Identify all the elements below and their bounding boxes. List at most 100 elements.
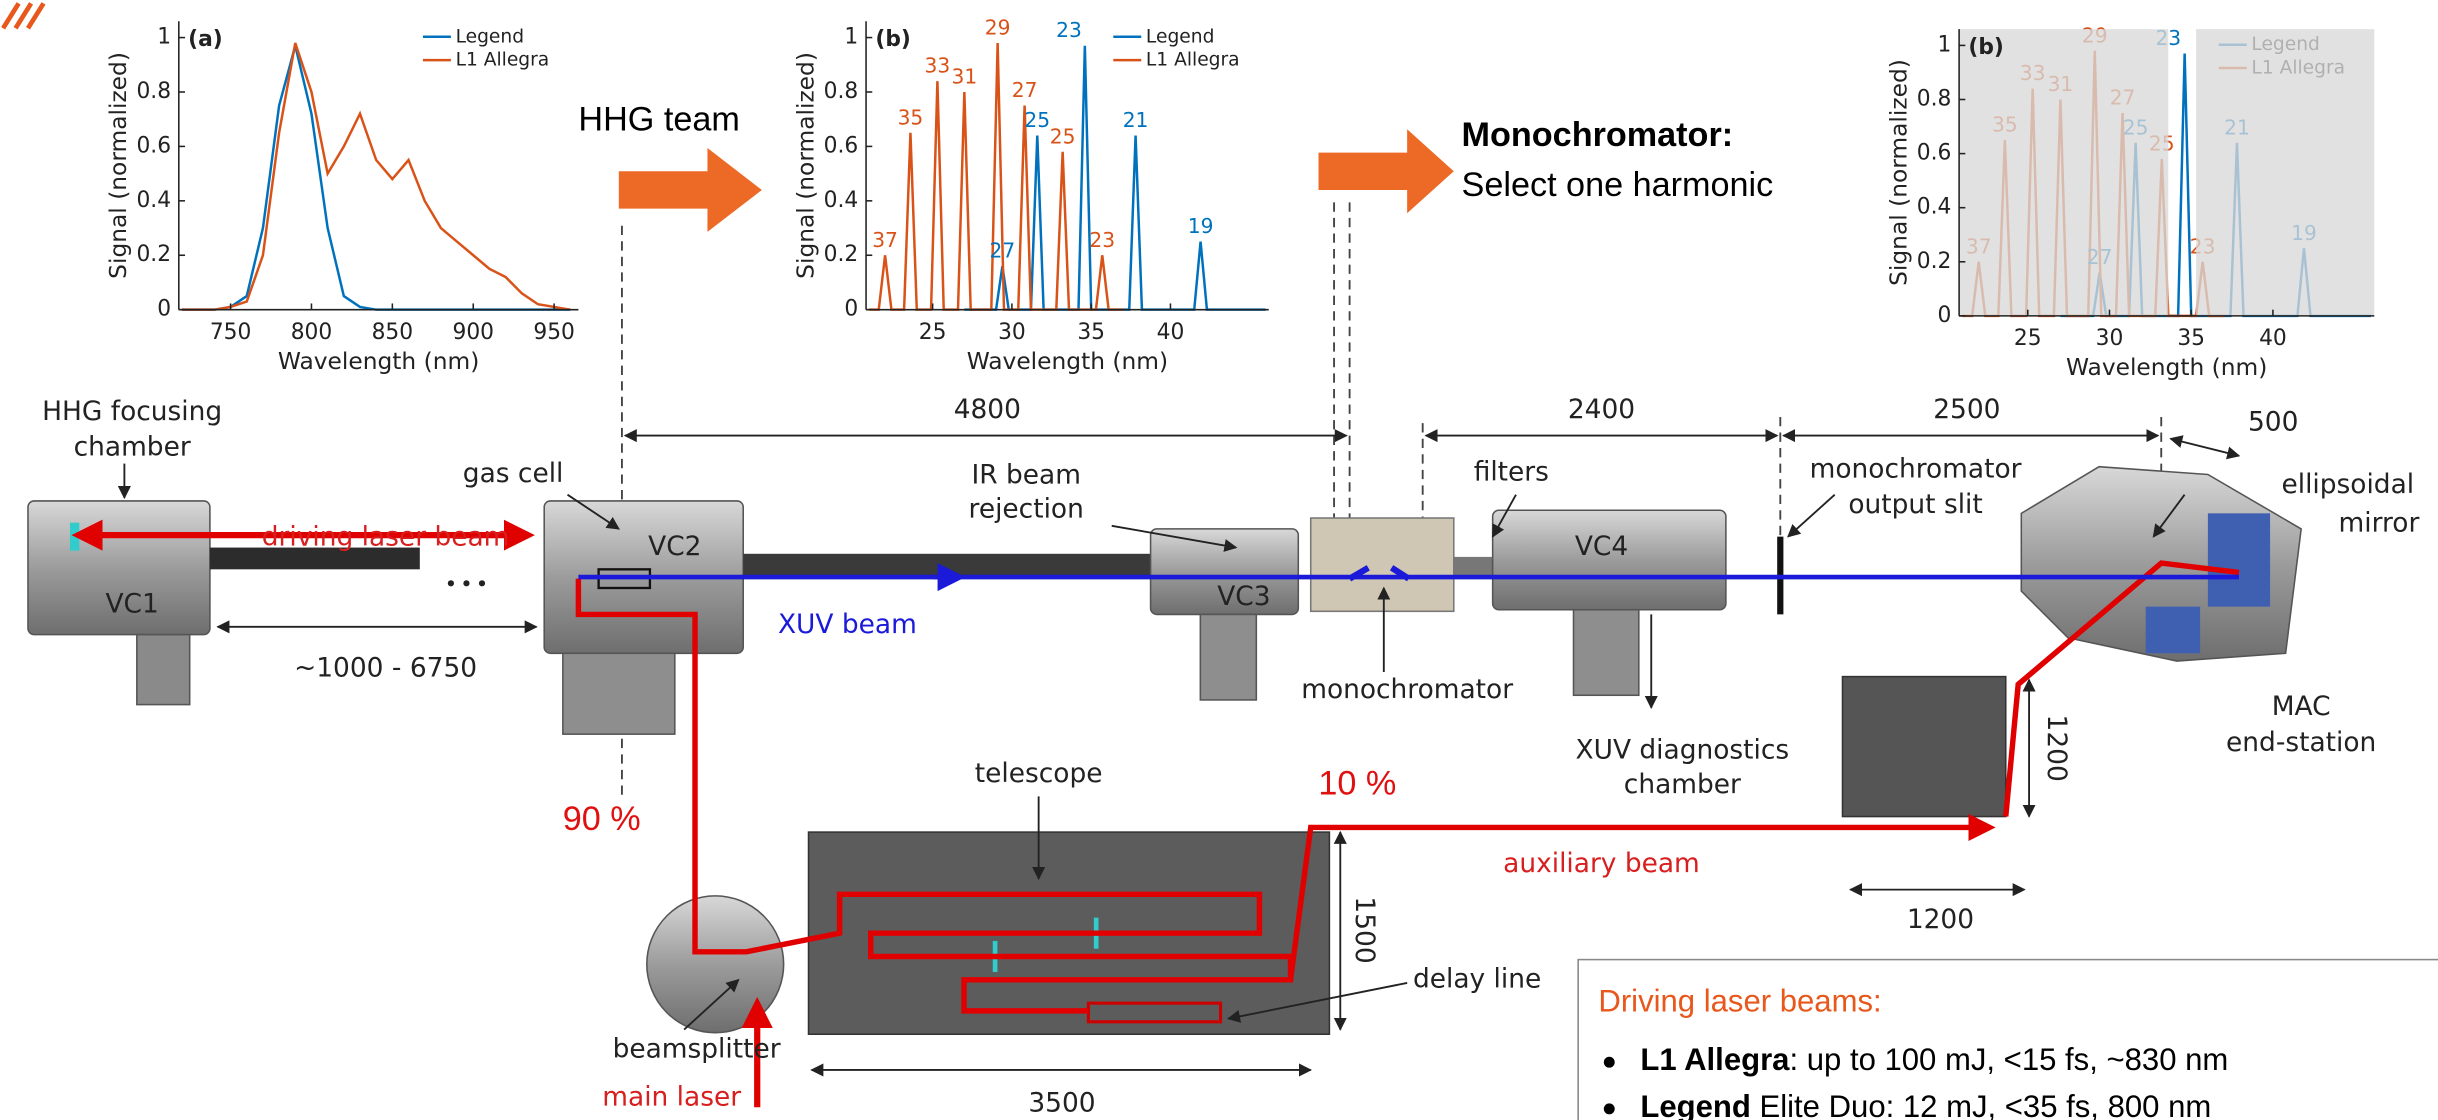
- pointer: [1788, 495, 1835, 537]
- x-tick-label: 40: [2259, 326, 2287, 351]
- x-axis-label: Wavelength (nm): [278, 348, 479, 375]
- label: auxiliary beam: [1503, 848, 1700, 879]
- label: XUV diagnostics: [1576, 735, 1790, 766]
- label: XUV beam: [778, 609, 917, 640]
- y-tick-label: 0.2: [1917, 249, 1952, 274]
- dim-label: 500: [2248, 407, 2298, 438]
- legend-label: L1 Allegra: [456, 50, 550, 71]
- dim-label: 2500: [1933, 394, 2000, 425]
- y-tick-label: 1: [844, 25, 858, 50]
- arrow: [619, 148, 762, 232]
- pump: [1574, 610, 1639, 696]
- y-tick-label: 0.8: [136, 79, 171, 104]
- label: IR beam: [971, 460, 1081, 491]
- y-tick-label: 0: [157, 297, 171, 322]
- x-tick-label: 800: [291, 320, 333, 345]
- label: driving laser beam: [262, 522, 510, 553]
- slide: HHG team Monochromator: Select one harmo…: [0, 0, 2438, 1120]
- label: beamsplitter: [613, 1033, 781, 1064]
- info-box: Driving laser beams: L1 Allegra: up to 1…: [1578, 960, 2438, 1120]
- label: monochromator: [1810, 453, 2022, 484]
- x-tick-label: 750: [210, 320, 252, 345]
- y-tick-label: 0.2: [824, 242, 859, 267]
- x-tick-label: 25: [919, 320, 947, 345]
- y-tick-label: 0: [844, 297, 858, 322]
- y-tick-label: 0.4: [824, 188, 859, 213]
- dim-label: 2400: [1568, 394, 1635, 425]
- legend-label: L1 Allegra: [1146, 50, 1240, 71]
- dim-label: 3500: [1028, 1088, 1095, 1119]
- y-axis-label: Signal (normalized): [792, 52, 819, 279]
- label: telescope: [975, 758, 1103, 789]
- label: gas cell: [463, 458, 564, 489]
- series-line: [964, 46, 1265, 310]
- peak-label: 29: [985, 16, 1011, 40]
- dim-label: 1500: [1349, 896, 1380, 963]
- dot: [448, 580, 454, 586]
- end-station-part: [2208, 513, 2270, 606]
- info-bullet: Legend Elite Duo: 12 mJ, <35 fs, 800 nm: [1640, 1089, 2211, 1120]
- label: HHG focusing: [42, 396, 222, 427]
- x-tick-label: 30: [2096, 326, 2124, 351]
- x-tick-label: 35: [1077, 320, 1105, 345]
- panel-label: (b): [875, 27, 910, 52]
- split-label: 10 %: [1318, 764, 1396, 802]
- y-tick-label: 0.8: [824, 79, 859, 104]
- peak-label: 27: [1012, 78, 1038, 102]
- end-station-part: [2146, 607, 2200, 654]
- y-tick-label: 0.8: [1917, 87, 1952, 112]
- y-tick-label: 0.6: [1917, 141, 1952, 166]
- label: monochromator: [1301, 674, 1513, 705]
- info-title: Driving laser beams:: [1598, 983, 1881, 1018]
- peak-label: 25: [1024, 108, 1050, 132]
- x-tick-label: 850: [372, 320, 414, 345]
- legend-label: Legend: [1146, 26, 1214, 47]
- dot: [463, 580, 469, 586]
- peak-label: 27: [990, 239, 1016, 263]
- panel-label: (b): [1968, 35, 2003, 60]
- logo: [3, 3, 43, 28]
- hhg-team: HHG team: [578, 101, 739, 139]
- dim-line: [2171, 439, 2239, 456]
- label: VC1: [105, 589, 158, 620]
- label: VC3: [1217, 581, 1270, 612]
- beamsplitter-chamber: [647, 896, 784, 1033]
- x-tick-label: 25: [2014, 326, 2042, 351]
- label: rejection: [969, 494, 1084, 525]
- y-tick-label: 0.6: [136, 133, 171, 158]
- label: filters: [1474, 456, 1549, 487]
- series-line: [182, 46, 570, 310]
- bullet-text: : up to 100 mJ, <15 fs, ~830 nm: [1789, 1042, 2228, 1077]
- x-tick-label: 30: [998, 320, 1026, 345]
- peak-label: 23: [1089, 228, 1115, 252]
- label: VC4: [1575, 531, 1628, 562]
- x-tick-label: 35: [2177, 326, 2205, 351]
- bullet: [1604, 1103, 1615, 1114]
- label: ellipsoidal: [2281, 469, 2414, 500]
- legend-label: Legend: [456, 26, 524, 47]
- label: ~1000 - 6750: [294, 652, 477, 683]
- label: main laser: [602, 1081, 741, 1112]
- bullet-text: Elite Duo: 12 mJ, <35 fs, 800 nm: [1751, 1089, 2211, 1120]
- label: MAC: [2272, 691, 2331, 722]
- bullet: [1604, 1057, 1615, 1068]
- label: mirror: [2339, 508, 2420, 539]
- x-tick-label: 40: [1157, 320, 1185, 345]
- mono-title: Monochromator:: [1462, 116, 1734, 154]
- mono-text: Select one harmonic: [1462, 166, 1774, 204]
- y-axis-label: Signal (normalized): [105, 52, 132, 279]
- peak-label: 37: [872, 228, 898, 252]
- peak-label: 31: [951, 64, 977, 88]
- x-tick-label: 900: [452, 320, 494, 345]
- series-line: [182, 43, 570, 310]
- peak-label: 35: [898, 105, 924, 129]
- bullet-name: L1 Allegra: [1640, 1042, 1790, 1077]
- peak-label: 33: [925, 54, 951, 78]
- dim-label: 1200: [2041, 715, 2072, 782]
- y-tick-label: 0.4: [136, 188, 171, 213]
- label: chamber: [74, 432, 191, 463]
- split-label: 90 %: [563, 800, 641, 838]
- dim-label: 1200: [1907, 904, 1974, 935]
- panel-label: (a): [188, 27, 223, 52]
- y-tick-label: 1: [1937, 32, 1951, 57]
